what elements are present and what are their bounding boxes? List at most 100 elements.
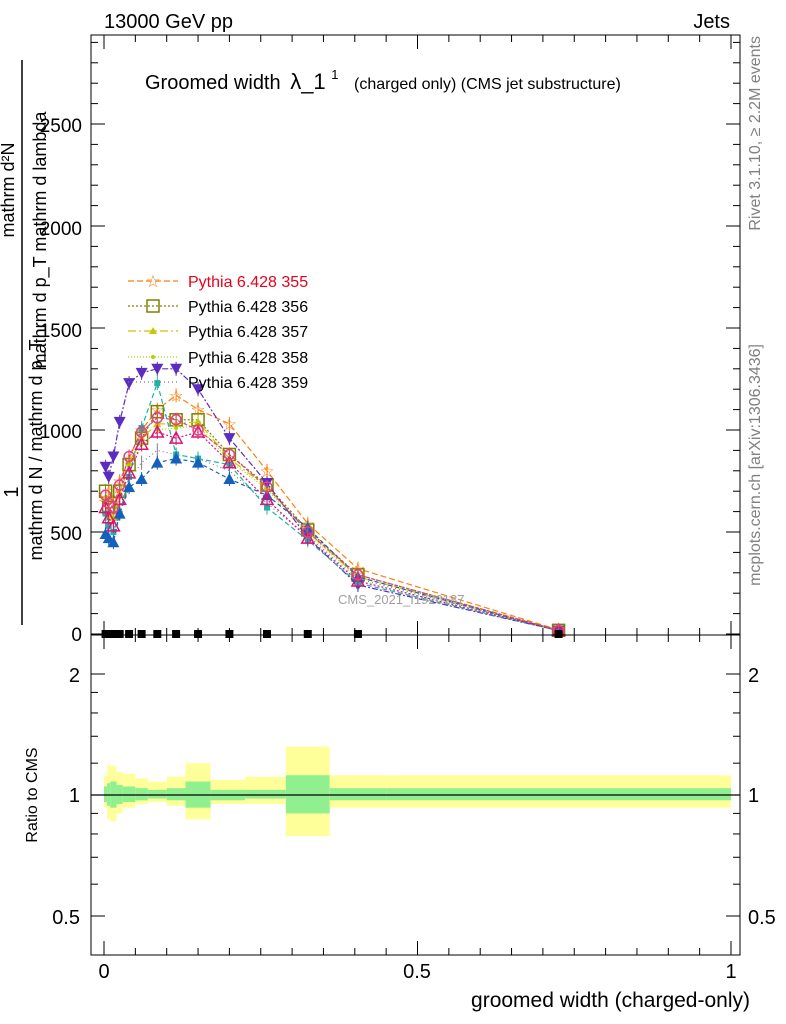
stat-uncertainty-band [135, 788, 148, 801]
data-point-marker [123, 378, 136, 390]
stat-uncertainty-band [245, 789, 286, 799]
y-label-numerator: mathrm d²N [0, 142, 18, 237]
data-point-marker [112, 491, 127, 506]
reference-data-point [194, 630, 203, 638]
main-title-lambda: λ_1 [290, 69, 325, 94]
stat-uncertainty-band [386, 788, 731, 801]
data-point-marker [107, 536, 120, 548]
reference-data-point [353, 630, 362, 638]
data-point-marker [123, 481, 136, 493]
data-point-marker [192, 456, 205, 468]
legend-entry: Pythia 6.428 358 [128, 350, 308, 367]
mc-series [99, 451, 565, 638]
data-point-marker [192, 384, 205, 396]
ratio-panel: Ratio to CMS 0.5 1 2 0.5 1 2 0 0.5 1 gro… [24, 634, 776, 1012]
mc-series [101, 414, 563, 638]
data-point-marker: ☆ [259, 462, 274, 481]
data-point-marker [170, 363, 183, 375]
data-point-marker [135, 367, 148, 379]
main-title-detail: (charged only) (CMS jet substructure) [354, 76, 621, 93]
ratio-ytick-label-right: 0.5 [748, 907, 776, 929]
data-point-marker [134, 436, 149, 451]
data-point-marker [107, 451, 120, 463]
data-point-marker [102, 471, 115, 483]
data-point-marker [151, 412, 164, 424]
main-ytick-label: 500 [50, 524, 82, 545]
mc-series [98, 404, 566, 638]
main-title: Groomed width λ_1 1 (charged only) (CMS … [145, 62, 621, 94]
legend-entry: Pythia 6.428 359 [128, 375, 308, 392]
reference-data-point [263, 630, 272, 638]
series-line [105, 410, 559, 631]
reference-data-point [109, 630, 118, 638]
legend-entry: Pythia 6.428 356 [128, 299, 308, 316]
data-point-marker [264, 504, 271, 511]
data-point-marker [350, 573, 366, 587]
data-point-marker [174, 425, 179, 430]
legend-label: Pythia 6.428 357 [188, 324, 308, 341]
reference-data-point [225, 630, 234, 638]
mc-series [103, 418, 561, 638]
data-point-marker [101, 510, 116, 524]
data-point-marker: ☆ [190, 401, 205, 420]
data-point-marker [261, 481, 273, 493]
data-point-marker [352, 569, 364, 581]
ratio-ytick-label-left: 1 [69, 785, 80, 807]
y-label-denominator: mathrm d p_T mathrm d lambda [30, 111, 51, 369]
data-point-marker [151, 456, 164, 468]
legend: ☆ Pythia 6.428 355 Pythia 6.428 356 Pyth… [128, 272, 308, 392]
data-point-marker [302, 526, 314, 538]
reference-data-point [172, 630, 181, 638]
data-point-marker [113, 416, 126, 428]
legend-entry: ☆ Pythia 6.428 355 [128, 272, 308, 291]
reference-data-point [153, 630, 162, 638]
main-ytick-label: 1500 [40, 321, 82, 342]
rivet-version-label: Rivet 3.1.10, ≥ 2.2M events [747, 36, 764, 231]
main-ytick-label: 1000 [40, 422, 82, 443]
main-axis-ticks [91, 35, 740, 635]
series-line [105, 457, 559, 632]
xtick-label: 1 [725, 961, 736, 983]
legend-dot-marker [151, 355, 155, 359]
ratio-axis-ticks [91, 635, 740, 955]
reference-data-label: CMS_2021_I1920187 [338, 592, 465, 607]
data-point-marker [105, 522, 112, 529]
data-point-marker [123, 450, 135, 463]
legend-triangle-marker [149, 327, 157, 334]
data-point-marker: ☆ [168, 386, 183, 405]
mc-series-group: ☆☆☆☆☆☆☆☆☆☆☆☆☆☆ [98, 361, 566, 640]
reference-data-point [554, 630, 563, 638]
main-ytick-label: 0 [71, 625, 82, 646]
reference-data-point [115, 630, 124, 638]
data-point-marker [113, 507, 126, 519]
header-right-label: Jets [693, 11, 730, 33]
data-point-marker [259, 491, 275, 506]
reference-data-point [303, 630, 312, 638]
series-line [105, 417, 559, 631]
legend-label: Pythia 6.428 356 [188, 299, 308, 316]
header-left-label: 13000 GeV pp [104, 11, 233, 33]
xtick-label: 0.5 [403, 961, 431, 983]
uncertainty-bands [104, 746, 731, 837]
data-point-marker [170, 452, 183, 464]
data-point-marker [223, 472, 236, 484]
ratio-y-label: Ratio to CMS [24, 747, 41, 842]
data-point-marker [135, 472, 148, 484]
legend-square-marker [146, 299, 160, 313]
ratio-ytick-label-left: 0.5 [52, 907, 80, 929]
data-point-marker [168, 430, 184, 444]
data-point-marker [121, 465, 137, 479]
stat-uncertainty-band [104, 786, 108, 803]
legend-entry: Pythia 6.428 357 [128, 324, 308, 341]
reference-data-point [125, 630, 134, 638]
stat-uncertainty-band [122, 786, 136, 803]
series-line [105, 425, 559, 631]
stat-uncertainty-band [166, 788, 186, 801]
stat-uncertainty-band [329, 788, 387, 801]
data-point-marker [222, 455, 237, 469]
data-point-marker [99, 461, 112, 473]
main-title-text: Groomed width [145, 72, 281, 94]
data-points-group [101, 630, 563, 638]
stat-uncertainty-band [116, 784, 123, 804]
data-point-marker [192, 424, 204, 436]
